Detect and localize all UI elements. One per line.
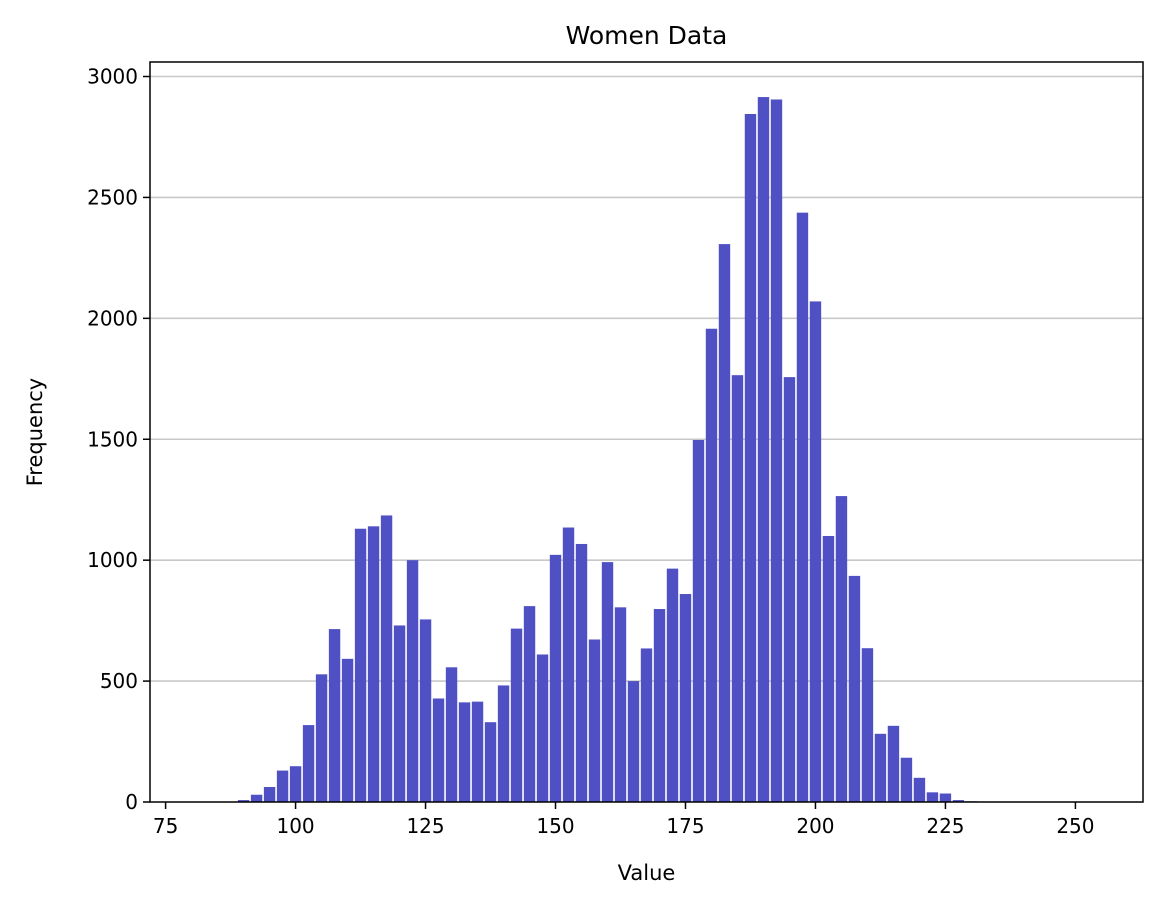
histogram-bar (471, 701, 484, 802)
x-tick-label: 150 (536, 814, 574, 838)
histogram-bar (549, 554, 562, 802)
histogram-bar (952, 800, 965, 802)
histogram-bar (445, 667, 458, 802)
y-tick-label: 3000 (87, 65, 138, 89)
histogram-bar (614, 607, 627, 802)
histogram-bar (926, 792, 939, 802)
histogram-bar (666, 568, 679, 802)
histogram-bar (250, 794, 263, 802)
histogram-bar (796, 212, 809, 802)
histogram-bar (328, 629, 341, 802)
histogram-bar (406, 560, 419, 802)
histogram-bar (627, 681, 640, 802)
y-tick-label: 0 (125, 790, 138, 814)
histogram-bar (575, 543, 588, 802)
histogram-bar (276, 770, 289, 802)
x-tick-label: 75 (153, 814, 178, 838)
y-tick-label: 500 (100, 669, 138, 693)
x-tick-label: 200 (796, 814, 834, 838)
histogram-bar (380, 515, 393, 802)
chart-title: Women Data (566, 21, 728, 50)
y-tick-label: 1500 (87, 427, 138, 451)
histogram-bar (887, 725, 900, 802)
histogram-bar (497, 685, 510, 802)
histogram-bar (705, 328, 718, 802)
histogram-bar (562, 527, 575, 802)
histogram-bar (822, 535, 835, 802)
histogram-bar (939, 793, 952, 802)
histogram-bars (224, 97, 1017, 803)
histogram-bar (640, 648, 653, 802)
y-tick-label: 2500 (87, 185, 138, 209)
histogram-bar (744, 113, 757, 802)
x-tick-label: 175 (666, 814, 704, 838)
x-tick-label: 125 (406, 814, 444, 838)
histogram-bar (679, 594, 692, 802)
histogram-bar (458, 702, 471, 802)
histogram-bar (354, 528, 367, 802)
x-tick-label: 100 (276, 814, 314, 838)
histogram-bar (861, 648, 874, 802)
histogram-bar (341, 658, 354, 802)
histogram-bar (393, 625, 406, 802)
histogram-bar (237, 800, 250, 802)
histogram-bar (809, 301, 822, 802)
histogram-bar (835, 496, 848, 802)
histogram-bar (731, 375, 744, 802)
histogram-bar (900, 757, 913, 802)
x-axis-label: Value (618, 861, 676, 885)
y-tick-label: 2000 (87, 306, 138, 330)
y-axis-ticks: 0 500 1000 1500 2000 2500 3000 (87, 65, 150, 814)
x-tick-label: 225 (926, 814, 964, 838)
histogram-bar (263, 787, 276, 802)
histogram-bar (523, 606, 536, 802)
histogram-bar (692, 439, 705, 802)
y-tick-label: 1000 (87, 548, 138, 572)
histogram-bar (757, 97, 770, 802)
histogram-bar (913, 777, 926, 802)
histogram-bar (874, 733, 887, 802)
histogram-bar (653, 609, 666, 802)
plot-frame (149, 61, 1144, 803)
histogram-bar (588, 639, 601, 802)
histogram-bar (419, 619, 432, 802)
x-tick-label: 250 (1056, 814, 1094, 838)
y-axis-label: Frequency (23, 378, 47, 487)
x-axis-ticks: 75 100 125 150 175 200 225 250 (153, 802, 1095, 838)
histogram-bar (510, 628, 523, 802)
histogram-bar (432, 698, 445, 802)
histogram-bar (536, 654, 549, 802)
histogram-bar (315, 674, 328, 802)
histogram-bar (783, 377, 796, 802)
histogram-bar (302, 725, 315, 802)
y-gridlines (150, 75, 1143, 682)
histogram-bar (367, 526, 380, 802)
histogram-bar (289, 766, 302, 802)
histogram-bar (718, 244, 731, 803)
histogram-bar (484, 722, 497, 802)
histogram-bar (601, 562, 614, 802)
histogram-bar (770, 99, 783, 803)
histogram-bar (848, 575, 861, 802)
